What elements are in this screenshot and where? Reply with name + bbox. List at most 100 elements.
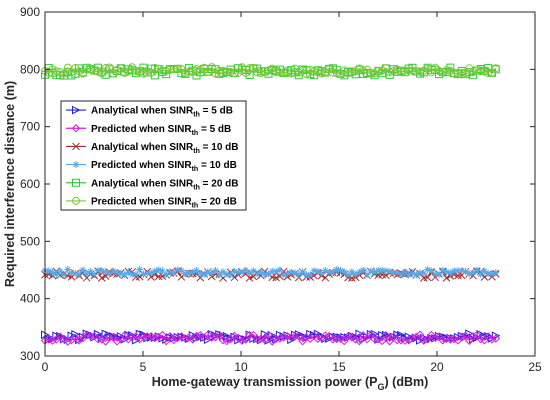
legend-label-main: Predicted when SINR [91, 124, 192, 135]
legend-label-sub: th [193, 112, 200, 119]
data-point [314, 267, 322, 275]
data-point [423, 335, 432, 344]
data-point [386, 268, 394, 276]
data-point [412, 271, 420, 279]
data-point [390, 269, 398, 277]
data-point [97, 273, 106, 282]
x-tick-label: 25 [528, 360, 542, 374]
legend: Analytical when SINR th = 5 dB Predicted w… [60, 100, 247, 211]
data-point [170, 269, 178, 277]
data-point [143, 66, 152, 75]
data-point [488, 270, 496, 278]
x-tick-label: 20 [430, 360, 444, 374]
legend-label-main: Predicted when SINR [91, 196, 192, 207]
x-tick-label: 0 [42, 360, 49, 374]
legend-label-tail: = 5 dB [200, 106, 233, 117]
data-point [207, 333, 216, 342]
data-point [219, 268, 227, 276]
data-point [86, 331, 95, 341]
data-point [97, 335, 107, 344]
legend-entry: Predicted when SINRth = 20 dB [66, 196, 237, 209]
data-point [377, 336, 387, 346]
data-point [135, 334, 144, 344]
data-point [302, 271, 310, 279]
data-point [192, 331, 201, 341]
data-point [355, 64, 364, 73]
data-point [101, 337, 110, 346]
data-point [196, 65, 205, 74]
data-point [469, 68, 478, 77]
data-point [105, 63, 114, 72]
data-point [355, 336, 364, 346]
data-point [355, 268, 363, 276]
data-point [237, 63, 246, 72]
data-point [287, 268, 295, 276]
data-point [192, 65, 201, 74]
legend-label-sub: th [192, 166, 199, 173]
data-point [480, 267, 488, 275]
series-line [44, 334, 496, 343]
data-point [166, 268, 174, 276]
data-point [416, 67, 425, 76]
data-point [294, 68, 303, 77]
data-point [45, 267, 53, 275]
data-point [480, 67, 489, 76]
data-point [184, 333, 194, 342]
data-point [457, 333, 466, 342]
data-point [127, 333, 137, 342]
data-point [275, 334, 285, 343]
data-point [74, 336, 84, 345]
data-point [366, 68, 375, 77]
data-point [400, 336, 410, 345]
data-point [476, 67, 485, 76]
legend-marker [72, 161, 80, 169]
data-point [238, 268, 246, 276]
data-point [169, 65, 178, 74]
data-point [101, 64, 110, 73]
data-point [491, 64, 500, 73]
data-point [208, 269, 216, 277]
x-axis-title-main: Home-gateway transmission power (P [152, 375, 378, 389]
data-point [146, 332, 156, 341]
data-point [139, 270, 147, 278]
data-point [465, 336, 474, 346]
legend-entry: Analytical when SINRth = 20 dB [66, 178, 239, 191]
data-point [317, 69, 326, 78]
data-point [83, 270, 91, 278]
legend-label: Predicted when SINRth = 10 dB [91, 160, 237, 173]
data-point [408, 269, 416, 277]
data-point [252, 334, 262, 344]
data-point [340, 268, 348, 276]
data-point [332, 334, 341, 344]
axis-ticks: 0 5 10 15 20 25 300 400 500 600 700 800 900 [20, 5, 542, 374]
data-point [295, 271, 303, 279]
data-point [211, 267, 219, 275]
legend-entry: Predicted when SINRth = 10 dB [66, 160, 237, 173]
legend-label-main: Analytical when SINR [91, 142, 194, 153]
legend-label-tail: = 10 dB [200, 142, 239, 153]
data-point [90, 67, 99, 76]
data-point [52, 67, 61, 76]
data-point [446, 269, 454, 277]
data-point [477, 270, 485, 278]
data-point [204, 268, 212, 276]
data-point [439, 266, 447, 274]
data-point [408, 66, 417, 75]
legend-label: Predicted when SINRth = 20 dB [91, 196, 237, 209]
data-point [450, 69, 459, 78]
data-point [117, 270, 125, 278]
data-point [189, 268, 197, 276]
data-point [147, 68, 156, 77]
data-point [181, 68, 190, 77]
data-point [374, 334, 383, 344]
data-point [333, 265, 341, 273]
data-point [147, 269, 155, 277]
data-point [408, 333, 417, 342]
data-point [55, 332, 65, 341]
data-point [393, 65, 402, 74]
data-point [120, 68, 129, 77]
data-point [389, 66, 398, 75]
data-point [94, 266, 102, 274]
data-point [328, 335, 338, 344]
data-point [162, 67, 171, 76]
